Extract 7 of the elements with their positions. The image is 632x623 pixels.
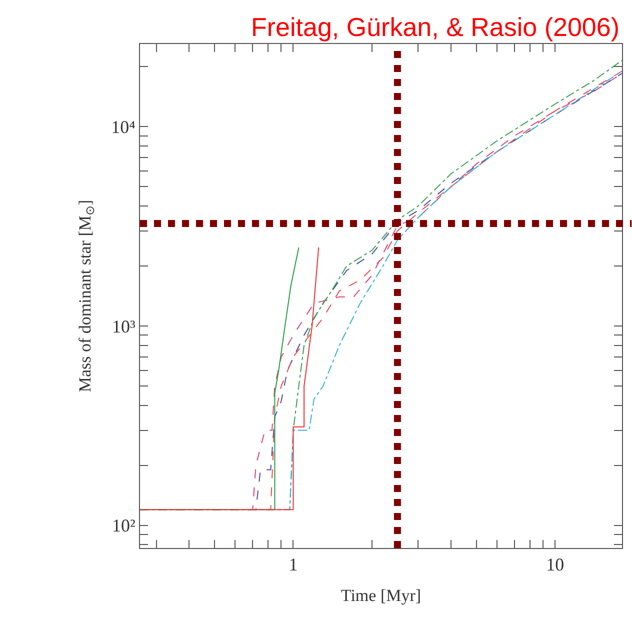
y-tick-label: 10² (112, 516, 136, 536)
x-tick-label: 1 (288, 554, 298, 575)
text: Freitag, Gürkan, & Rasio (2006) (251, 12, 620, 42)
y-tick-label: 10³ (112, 316, 136, 336)
x-axis-title: Time [Myr] (340, 586, 422, 605)
y-tick-label: 10⁴ (111, 117, 136, 138)
x-tick-label: 10 (546, 554, 564, 575)
